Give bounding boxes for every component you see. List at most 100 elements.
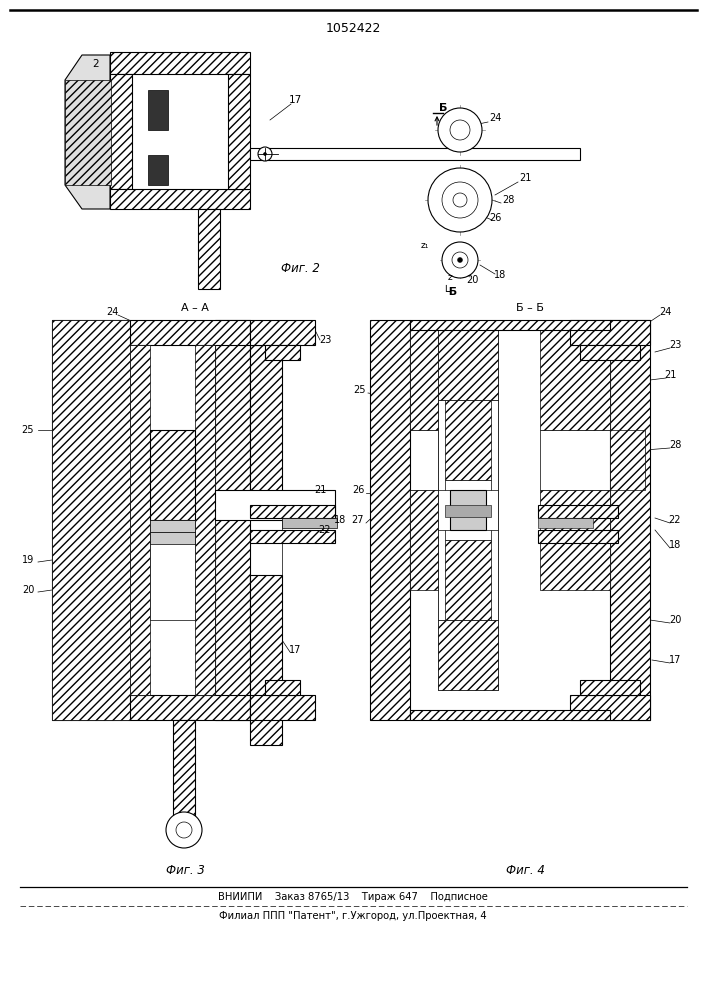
Text: 21: 21 bbox=[664, 370, 676, 380]
Bar bbox=[438, 330, 498, 690]
Circle shape bbox=[428, 168, 492, 232]
Bar bbox=[580, 345, 640, 360]
Bar bbox=[570, 695, 650, 720]
Bar bbox=[250, 515, 282, 575]
Text: 24: 24 bbox=[489, 113, 501, 123]
Text: Фиг. 3: Фиг. 3 bbox=[165, 863, 204, 876]
Bar bbox=[215, 320, 250, 720]
Bar bbox=[250, 575, 282, 745]
Circle shape bbox=[452, 252, 468, 268]
Text: z₁: z₁ bbox=[421, 240, 429, 249]
Text: 24: 24 bbox=[659, 307, 671, 317]
Bar bbox=[540, 430, 610, 490]
Circle shape bbox=[438, 108, 482, 152]
Bar bbox=[450, 490, 486, 530]
Bar bbox=[148, 155, 168, 185]
Text: └Б: └Б bbox=[443, 287, 457, 297]
Text: 27: 27 bbox=[352, 515, 364, 525]
Circle shape bbox=[442, 182, 478, 218]
Bar bbox=[130, 345, 215, 695]
Text: 25: 25 bbox=[22, 425, 34, 435]
Polygon shape bbox=[65, 55, 110, 209]
Bar bbox=[250, 345, 282, 515]
Text: 2: 2 bbox=[93, 59, 99, 69]
Circle shape bbox=[442, 242, 478, 278]
Bar bbox=[130, 320, 250, 345]
Text: 28: 28 bbox=[669, 440, 681, 450]
Text: 25: 25 bbox=[354, 385, 366, 395]
Text: Б: Б bbox=[439, 103, 448, 113]
Text: Фиг. 2: Фиг. 2 bbox=[281, 261, 320, 274]
Text: Б – Б: Б – Б bbox=[516, 303, 544, 313]
Bar bbox=[410, 330, 438, 430]
Bar bbox=[538, 530, 618, 543]
Text: 20: 20 bbox=[669, 615, 681, 625]
Bar bbox=[370, 320, 410, 720]
Bar bbox=[110, 74, 132, 189]
Bar bbox=[580, 680, 640, 695]
Circle shape bbox=[453, 193, 467, 207]
Circle shape bbox=[176, 822, 192, 838]
Bar bbox=[150, 530, 195, 620]
Text: Фиг. 4: Фиг. 4 bbox=[506, 863, 544, 876]
Text: z: z bbox=[448, 273, 452, 282]
Bar bbox=[148, 90, 168, 130]
Bar bbox=[150, 430, 195, 520]
Text: 17: 17 bbox=[289, 645, 301, 655]
Bar bbox=[410, 490, 438, 590]
Bar bbox=[410, 430, 438, 490]
Bar bbox=[250, 530, 335, 543]
Bar bbox=[445, 505, 491, 517]
Bar bbox=[538, 505, 618, 518]
Text: 19: 19 bbox=[22, 555, 34, 565]
Text: 23: 23 bbox=[669, 340, 681, 350]
Bar bbox=[538, 518, 593, 528]
Bar bbox=[410, 320, 610, 330]
Text: 26: 26 bbox=[352, 485, 364, 495]
Bar bbox=[570, 320, 650, 345]
Text: 26: 26 bbox=[489, 213, 501, 223]
Bar bbox=[130, 345, 150, 695]
Polygon shape bbox=[52, 320, 130, 720]
Bar bbox=[250, 505, 335, 518]
Bar bbox=[215, 490, 335, 520]
Bar bbox=[410, 710, 610, 720]
Bar bbox=[445, 540, 491, 620]
Text: 28: 28 bbox=[502, 195, 515, 205]
Circle shape bbox=[450, 120, 470, 140]
Text: 22: 22 bbox=[319, 525, 332, 535]
Text: 17: 17 bbox=[669, 655, 681, 665]
Text: 20: 20 bbox=[466, 275, 478, 285]
Bar bbox=[130, 695, 250, 720]
Text: 24: 24 bbox=[106, 307, 118, 317]
Text: Филиал ППП "Патент", г.Ужгород, ул.Проектная, 4: Филиал ППП "Патент", г.Ужгород, ул.Проек… bbox=[219, 911, 487, 921]
Bar bbox=[65, 80, 111, 185]
Bar bbox=[250, 695, 315, 720]
Bar bbox=[540, 490, 610, 590]
Text: А – А: А – А bbox=[181, 303, 209, 313]
Bar bbox=[282, 518, 337, 528]
Bar bbox=[228, 74, 250, 189]
Bar bbox=[265, 680, 300, 695]
Text: 18: 18 bbox=[669, 540, 681, 550]
Text: 17: 17 bbox=[288, 95, 302, 105]
Circle shape bbox=[258, 147, 272, 161]
Text: 23: 23 bbox=[319, 335, 331, 345]
Text: ВНИИПИ    Заказ 8765/13    Тираж 647    Подписное: ВНИИПИ Заказ 8765/13 Тираж 647 Подписное bbox=[218, 892, 488, 902]
Text: 1052422: 1052422 bbox=[325, 21, 380, 34]
Bar bbox=[110, 52, 250, 74]
Bar bbox=[445, 480, 491, 540]
Text: 21: 21 bbox=[314, 485, 326, 495]
Bar bbox=[438, 400, 498, 620]
Bar bbox=[610, 320, 650, 720]
Text: 20: 20 bbox=[22, 585, 34, 595]
Circle shape bbox=[166, 812, 202, 848]
Bar bbox=[150, 532, 195, 544]
Text: 18: 18 bbox=[494, 270, 506, 280]
Text: 18: 18 bbox=[334, 515, 346, 525]
Bar bbox=[52, 320, 130, 720]
Circle shape bbox=[457, 257, 462, 262]
Text: 22: 22 bbox=[669, 515, 682, 525]
Circle shape bbox=[264, 152, 267, 155]
Bar bbox=[438, 620, 498, 690]
